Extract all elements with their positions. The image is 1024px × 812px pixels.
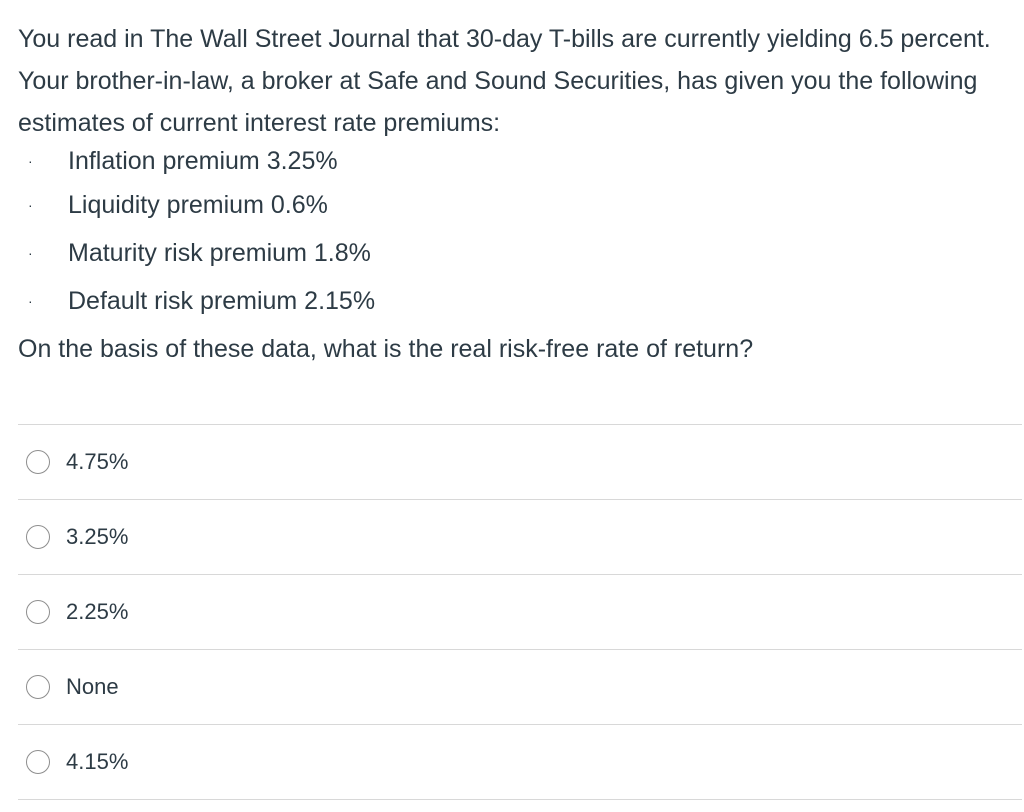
question-intro: You read in The Wall Street Journal that… — [18, 25, 991, 137]
radio-button[interactable] — [26, 675, 50, 699]
bullet-icon: · — [28, 245, 33, 261]
bullet-icon: · — [28, 197, 33, 213]
premium-list: · Inflation premium 3.25% · Liquidity pr… — [18, 144, 1018, 332]
premium-label-default: Default risk premium 2.15% — [68, 287, 376, 315]
answer-option[interactable]: 2.25% — [18, 575, 1022, 650]
premium-label-maturity: Maturity risk premium 1.8% — [68, 239, 371, 267]
question-block: You read in The Wall Street Journal that… — [18, 18, 1018, 366]
answer-label[interactable]: 4.15% — [66, 749, 129, 774]
radio-button[interactable] — [26, 525, 50, 549]
answer-option[interactable]: None — [18, 650, 1022, 725]
list-item: · Default risk premium 2.15% — [18, 284, 1018, 332]
bullet-icon: · — [28, 293, 33, 309]
question-prompt: On the basis of these data, what is the … — [18, 335, 754, 363]
radio-button[interactable] — [26, 600, 50, 624]
answer-label[interactable]: 2.25% — [66, 599, 129, 624]
answer-label[interactable]: None — [66, 674, 119, 699]
list-item: · Liquidity premium 0.6% — [18, 188, 1018, 236]
list-item: · Inflation premium 3.25% — [18, 144, 1018, 188]
premium-label-inflation: Inflation premium 3.25% — [68, 147, 338, 175]
answer-label[interactable]: 4.75% — [66, 449, 129, 474]
list-item: · Maturity risk premium 1.8% — [18, 236, 1018, 284]
bullet-icon: · — [28, 153, 33, 169]
answer-option[interactable]: 4.75% — [18, 425, 1022, 500]
answer-list: 4.75% 3.25% 2.25% None 4.15% — [18, 424, 1022, 800]
radio-button[interactable] — [26, 450, 50, 474]
answer-option[interactable]: 4.15% — [18, 725, 1022, 800]
radio-button[interactable] — [26, 750, 50, 774]
answer-option[interactable]: 3.25% — [18, 500, 1022, 575]
answer-label[interactable]: 3.25% — [66, 524, 129, 549]
premium-label-liquidity: Liquidity premium 0.6% — [68, 191, 328, 219]
